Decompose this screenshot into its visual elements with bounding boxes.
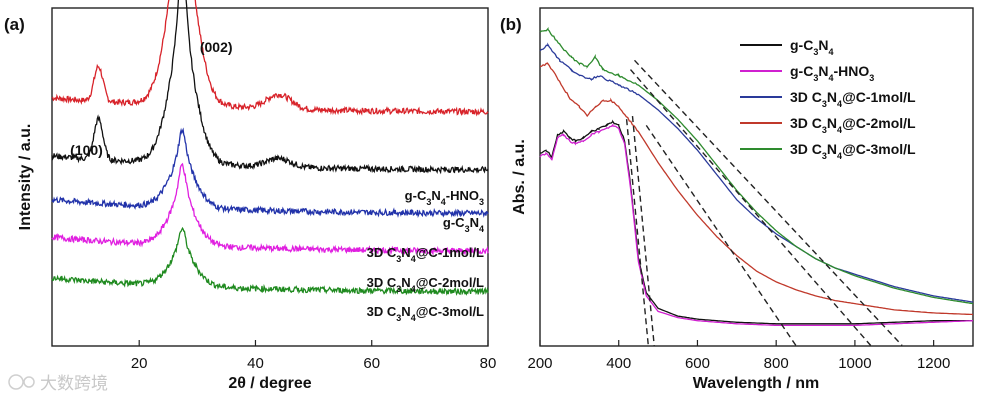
- panel-b-y-axis-label: Abs. / a.u.: [511, 139, 528, 215]
- panel-b-series-line: [539, 61, 974, 316]
- panel-b-series-line: [539, 42, 974, 303]
- panel-b-legend-label: 3D C3N4@C-1mol/L: [790, 89, 916, 109]
- panel-b-tangent-lines: [625, 59, 903, 346]
- panel-b-x-tick-label: 600: [685, 355, 710, 372]
- panel-a-peak-annotations: (100) (002): [70, 39, 232, 158]
- panel-b-legend-label: 3D C3N4@C-3mol/L: [790, 141, 916, 161]
- panel-a-y-axis-label: Intensity / a.u.: [17, 124, 34, 231]
- panel-a-series-line: [51, 0, 489, 117]
- panel-b-series-line: [539, 123, 974, 327]
- watermark: 大数跨境: [8, 374, 108, 394]
- panel-a-series-line: [51, 0, 489, 175]
- panel-b-label: (b): [500, 15, 522, 34]
- panel-b-legend-label: g-C3N4: [790, 37, 833, 57]
- panel-b-series-line: [540, 119, 973, 325]
- panel-a-series-line: [51, 162, 489, 256]
- panel-b-series-group: [539, 27, 974, 327]
- panel-a-xrd-chart: (a) g-C3N4-HNO3 g-C3N4 3D C3N4@C-1mol/L 3D …: [4, 0, 496, 392]
- panel-a-peak-annotation: (002): [200, 39, 233, 55]
- panel-a-x-tick-label: 60: [363, 355, 380, 372]
- panel-b-x-tick-label: 400: [606, 355, 631, 372]
- panel-a-x-tick-label: 20: [131, 355, 148, 372]
- panel-b-x-axis-label: Wavelength / nm: [693, 375, 820, 392]
- watermark-logo-icon: [8, 374, 24, 390]
- panel-b-absorbance-chart: (b) g-C3N4 g-C3N4-HNO3 3D C3N4@C-1mol/L 3D …: [500, 7, 974, 392]
- panel-a-series-line: [51, 127, 489, 219]
- panel-b-x-tick-label: 800: [764, 355, 789, 372]
- panel-b-legend-label: 3D C3N4@C-2mol/L: [790, 115, 916, 135]
- panel-a-series-label: g-C3N4-HNO3: [405, 188, 484, 207]
- panel-a-series-labels: g-C3N4-HNO3 g-C3N4 3D C3N4@C-1mol/L 3D C3N4…: [367, 188, 484, 323]
- panel-a-series-label: g-C3N4: [443, 215, 484, 234]
- panel-b-x-ticks: 200 400 600 800 1000 1200: [527, 340, 950, 372]
- panel-a-series-group: [51, 0, 489, 296]
- panel-a-series-label: 3D C3N4@C-1mol/L: [367, 245, 484, 264]
- panel-a-series-label: 3D C3N4@C-2mol/L: [367, 275, 484, 294]
- panel-b-tangent-line: [633, 59, 903, 346]
- panel-b-tangent-line: [629, 69, 872, 346]
- panel-b-tangent-line: [631, 116, 655, 346]
- panel-b-legend: g-C3N4 g-C3N4-HNO3 3D C3N4@C-1mol/L 3D C3N4…: [740, 37, 916, 161]
- panel-a-x-axis-label: 2θ / degree: [228, 375, 311, 392]
- panel-a-plot-frame: [51, 7, 489, 347]
- panel-b-x-tick-label: 1000: [838, 355, 871, 372]
- watermark-logo-icon-2: [23, 376, 35, 388]
- panel-a-label: (a): [4, 15, 25, 34]
- panel-b-plot-frame: [539, 7, 974, 347]
- panel-a-peak-annotation: (100): [70, 142, 103, 158]
- panel-a-series-label: 3D C3N4@C-3mol/L: [367, 304, 484, 323]
- panel-a-x-tick-label: 80: [480, 355, 497, 372]
- panel-a-x-tick-label: 40: [247, 355, 264, 372]
- panel-a-x-ticks: 20 40 60 80: [131, 340, 496, 372]
- watermark-text: 大数跨境: [40, 374, 108, 394]
- panel-b-tangent-line: [645, 125, 797, 346]
- panel-b-tangent-line: [625, 119, 649, 346]
- panel-b-legend-label: g-C3N4-HNO3: [790, 63, 874, 83]
- panel-a-series-line: [51, 226, 489, 296]
- panel-b-x-tick-label: 1200: [917, 355, 950, 372]
- panel-b-series-line: [539, 27, 974, 305]
- panel-b-x-tick-label: 200: [527, 355, 552, 372]
